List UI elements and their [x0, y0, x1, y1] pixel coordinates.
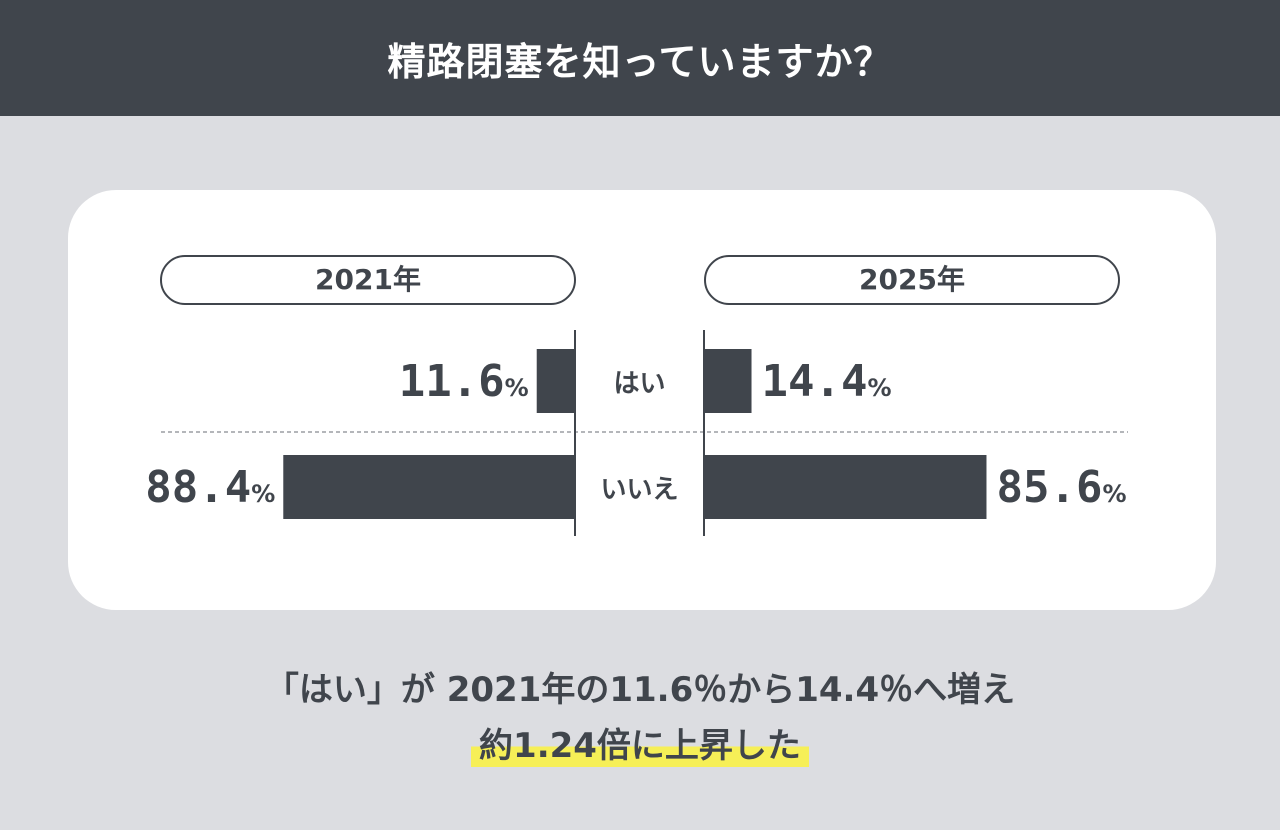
bar-2021-1 — [283, 455, 575, 519]
year-pill-2021-label: 2021年 — [315, 263, 421, 296]
page-title: 精路閉塞を知っていますか？ — [387, 39, 893, 84]
summary-line-2: 約1.24倍に上昇した — [0, 718, 1280, 767]
bar-2025-0 — [704, 349, 752, 413]
chart-card: 2021年 2025年はい 11.6% 14.4% いいえ 88.4% 85.6% — [68, 190, 1216, 610]
value-label-2025-0: 14.4% — [762, 356, 892, 407]
summary-highlight: 約1.24倍に上昇した — [471, 718, 809, 767]
value-label-2021-1: 88.4% — [145, 462, 275, 513]
category-label-0: はい — [613, 369, 665, 399]
header-bar: 精路閉塞を知っていますか？ — [0, 0, 1280, 116]
category-label-1: いいえ — [600, 475, 678, 505]
bar-2025-1 — [704, 455, 987, 519]
year-pill-2021 — [160, 255, 576, 305]
year-pill-2025 — [704, 255, 1120, 305]
summary-line-1: 「はい」が 2021年の11.6％から14.4％へ増え — [264, 670, 1016, 710]
value-label-2021-0: 11.6% — [399, 356, 529, 407]
year-pill-2025-label: 2025年 — [859, 263, 965, 296]
bar-2021-0 — [536, 349, 575, 413]
value-label-2025-1: 85.6% — [996, 462, 1126, 513]
